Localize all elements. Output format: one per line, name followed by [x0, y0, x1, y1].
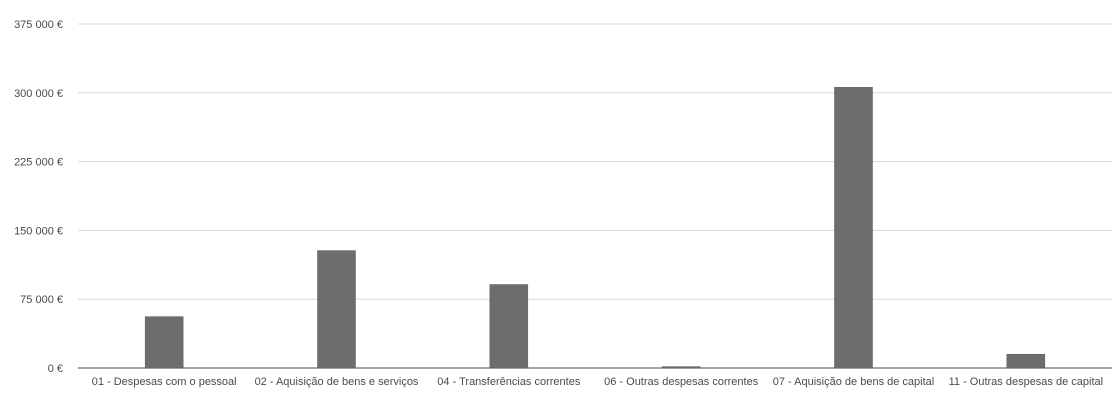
x-category-label: 02 - Aquisição de bens e serviços: [255, 376, 419, 388]
bars: [144, 87, 1046, 369]
x-category-label: 11 - Outras despesas de capital: [949, 376, 1104, 388]
x-category-label: 01 - Despesas com o pessoal: [92, 376, 237, 388]
bar: [144, 316, 184, 369]
x-category-label: 04 - Transferências correntes: [437, 376, 581, 388]
bar: [834, 87, 873, 369]
y-tick-label: 0 €: [48, 363, 63, 375]
bar: [489, 284, 529, 369]
y-tick-label: 225 000 €: [14, 157, 63, 169]
y-tick-label: 375 000 €: [14, 19, 63, 31]
y-tick-label: 75 000 €: [20, 294, 63, 306]
y-tick-label: 300 000 €: [14, 88, 63, 100]
gridlines: [78, 23, 1112, 300]
y-tick-label: 150 000 €: [14, 225, 63, 237]
y-tick-labels: 0 € 75 000 € 150 000 € 225 000 € 300 000 € 37…: [14, 19, 63, 375]
bar: [1006, 353, 1046, 369]
bar: [317, 250, 356, 369]
x-category-label: 06 - Outras despesas correntes: [604, 376, 759, 388]
x-category-labels: 01 - Despesas com o pessoal 02 - Aquisiçã…: [92, 376, 1103, 388]
bar: [661, 366, 701, 369]
x-category-label: 07 - Aquisição de bens de capital: [773, 376, 934, 388]
